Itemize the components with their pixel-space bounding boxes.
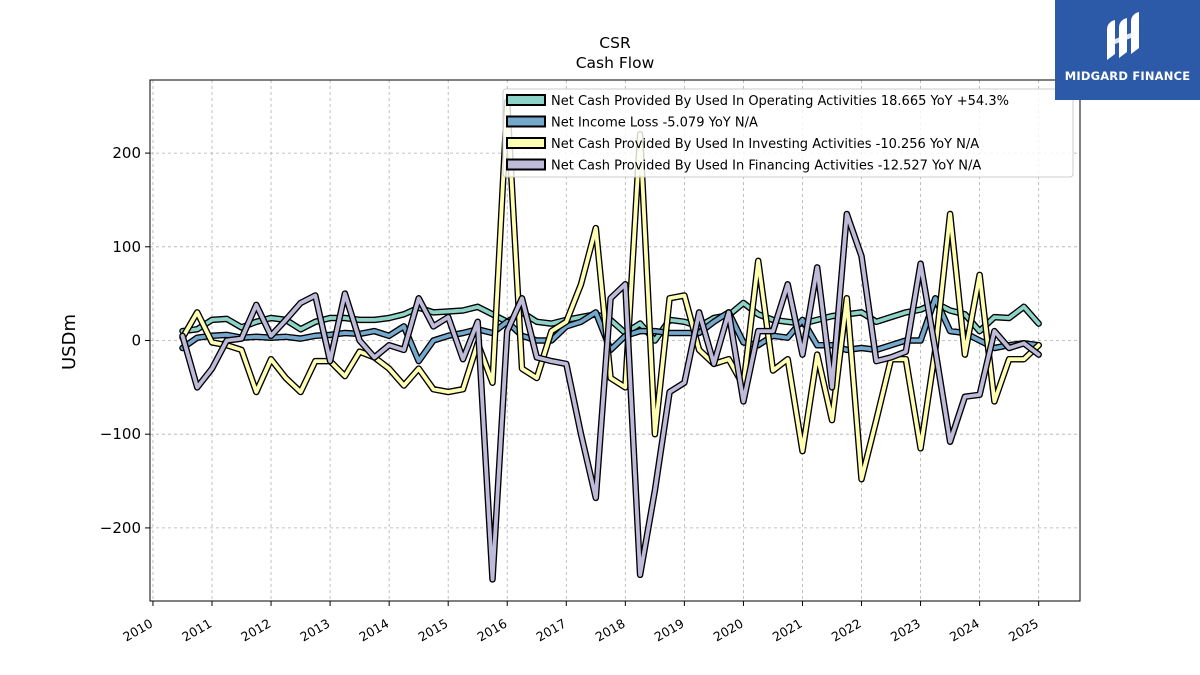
legend-entry: Net Income Loss -5.079 YoY N/A xyxy=(551,116,758,131)
x-tick-label: 2024 xyxy=(947,616,982,645)
x-tick-label: 2012 xyxy=(238,616,273,645)
y-axis-label: USDm xyxy=(59,314,80,370)
x-tick-label: 2021 xyxy=(770,616,805,645)
x-tick-label: 2025 xyxy=(1006,616,1041,645)
legend-swatch xyxy=(506,115,546,128)
legend-entry: Net Cash Provided By Used In Financing A… xyxy=(551,159,981,174)
x-tick-label: 2013 xyxy=(297,616,332,645)
x-tick-label: 2011 xyxy=(179,616,214,645)
x-tick-label: 2017 xyxy=(534,616,569,645)
series-line xyxy=(180,99,1041,482)
series-line xyxy=(180,212,1041,582)
logo-text: MIDGARD FINANCE xyxy=(1064,69,1191,83)
series-4 xyxy=(179,210,1042,583)
legend: Net Cash Provided By Used In Operating A… xyxy=(502,88,1074,178)
legend-entry: Net Cash Provided By Used In Operating A… xyxy=(551,94,1009,109)
x-tick-label: 2019 xyxy=(652,616,687,645)
x-tick-label: 2022 xyxy=(829,616,864,645)
legend-box xyxy=(502,88,1074,178)
x-tick-label: 2015 xyxy=(415,616,450,645)
midgard-logo-icon xyxy=(1107,12,1139,60)
x-tick-label: 2018 xyxy=(593,616,628,645)
y-tick-label: 200 xyxy=(112,144,141,162)
y-tick-label: −100 xyxy=(100,425,141,443)
y-tick-label: 100 xyxy=(112,238,141,256)
chart-subtitle: Cash Flow xyxy=(576,54,655,72)
x-tick-label: 2023 xyxy=(888,616,923,645)
y-tick-label: 0 xyxy=(131,332,141,350)
x-tick-label: 2020 xyxy=(711,616,746,645)
legend-entry: Net Cash Provided By Used In Investing A… xyxy=(551,137,979,152)
midgard-finance-logo: MIDGARD FINANCE xyxy=(1055,0,1200,100)
y-tick-label: −200 xyxy=(100,519,141,537)
chart-title: CSR xyxy=(599,34,631,52)
x-tick-label: 2010 xyxy=(120,616,155,645)
series-lines xyxy=(179,98,1042,583)
series-3 xyxy=(179,98,1042,483)
x-tick-label: 2016 xyxy=(474,616,509,645)
legend-swatch xyxy=(506,137,546,149)
legend-swatch xyxy=(506,94,546,106)
legend-swatch xyxy=(506,158,546,171)
x-tick-label: 2014 xyxy=(356,616,391,645)
